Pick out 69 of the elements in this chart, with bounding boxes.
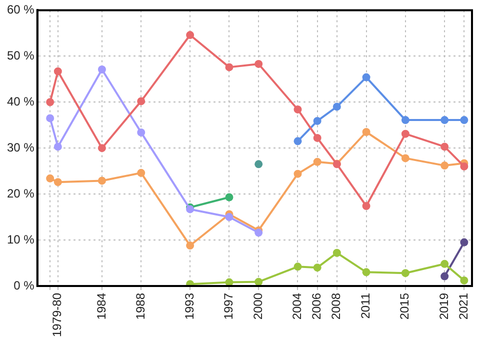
point xyxy=(98,144,106,152)
point xyxy=(440,272,449,280)
point xyxy=(294,105,302,114)
x-tick-label: 2015 xyxy=(398,292,412,320)
point xyxy=(332,102,341,111)
point xyxy=(225,193,234,202)
y-tick-label: 40 % xyxy=(6,94,35,108)
point xyxy=(254,160,263,168)
point xyxy=(401,154,410,162)
point xyxy=(362,268,370,276)
point xyxy=(362,73,370,82)
point xyxy=(98,176,106,185)
point xyxy=(225,278,234,286)
x-tick-label: 2019 xyxy=(436,292,451,320)
y-tick-label: 20 % xyxy=(6,186,35,200)
point xyxy=(225,213,234,222)
x-tick-label: 2021 xyxy=(456,292,470,320)
point xyxy=(460,276,468,284)
x-tick-label: 1997 xyxy=(222,292,236,320)
point xyxy=(440,116,449,124)
point xyxy=(460,116,468,124)
point xyxy=(401,269,410,278)
point xyxy=(440,142,449,151)
point xyxy=(313,264,322,272)
point xyxy=(294,170,302,178)
point xyxy=(186,242,194,250)
point xyxy=(54,67,62,76)
x-tick-label: 1993 xyxy=(182,292,196,320)
y-tick-label: 0 % xyxy=(14,278,35,292)
point xyxy=(54,178,62,186)
point xyxy=(46,98,54,106)
point xyxy=(254,228,263,237)
point xyxy=(254,60,263,68)
point xyxy=(460,238,468,246)
point xyxy=(294,137,302,146)
point xyxy=(332,248,341,257)
point xyxy=(401,116,410,124)
point xyxy=(362,202,370,210)
point xyxy=(137,97,146,106)
x-tick-label: 2008 xyxy=(329,292,344,320)
point xyxy=(225,63,234,72)
point xyxy=(254,278,263,286)
point xyxy=(186,31,194,40)
point xyxy=(137,168,146,177)
point xyxy=(440,162,449,170)
point xyxy=(460,162,468,170)
point xyxy=(137,128,146,136)
x-tick-label: 2006 xyxy=(310,292,324,320)
point xyxy=(98,65,106,74)
x-tick-label: 1988 xyxy=(133,292,148,320)
point xyxy=(313,116,322,125)
point xyxy=(294,262,302,271)
point xyxy=(313,134,322,142)
point xyxy=(54,142,62,151)
x-tick-label: 2011 xyxy=(358,292,373,319)
x-tick-label: 2000 xyxy=(250,292,265,320)
point xyxy=(46,174,54,182)
y-tick-label: 10 % xyxy=(6,232,35,246)
y-tick-label: 30 % xyxy=(6,140,35,154)
point xyxy=(313,158,322,166)
point xyxy=(440,260,449,268)
point xyxy=(401,130,410,138)
x-tick-label: 1984 xyxy=(94,292,108,320)
y-tick-label: 60 % xyxy=(6,2,35,17)
point xyxy=(46,114,54,122)
point xyxy=(362,128,370,136)
x-tick-label: 1979-80 xyxy=(50,292,64,338)
x-tick-label: 2004 xyxy=(290,292,304,320)
y-tick-label: 50 % xyxy=(6,48,35,62)
